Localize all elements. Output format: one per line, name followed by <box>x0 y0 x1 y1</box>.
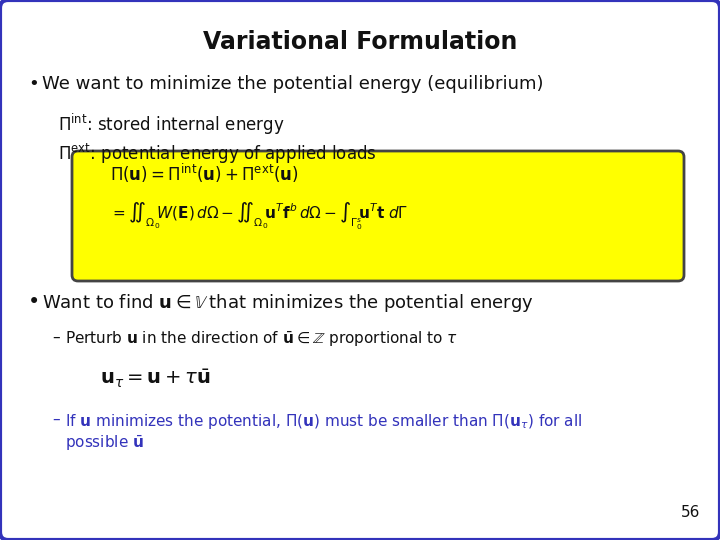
Text: Perturb $\mathbf{u}$ in the direction of $\bar{\mathbf{u}} \in \mathbb{Z}$ propo: Perturb $\mathbf{u}$ in the direction of… <box>65 330 458 349</box>
Text: 56: 56 <box>680 505 700 520</box>
Text: $\Pi(\mathbf{u}) = \Pi^{\mathrm{int}}(\mathbf{u}) + \Pi^{\mathrm{ext}}(\mathbf{u: $\Pi(\mathbf{u}) = \Pi^{\mathrm{int}}(\m… <box>110 162 299 185</box>
Text: –: – <box>52 412 60 427</box>
Text: We want to minimize the potential energy (equilibrium): We want to minimize the potential energy… <box>42 75 544 93</box>
Text: If $\mathbf{u}$ minimizes the potential, $\Pi(\mathbf{u})$ must be smaller than : If $\mathbf{u}$ minimizes the potential,… <box>65 412 582 453</box>
Text: –: – <box>52 330 60 345</box>
Text: $= \iint_{\Omega_0}\!W(\mathbf{E})\,d\Omega - \iint_{\Omega_0}\!\mathbf{u}^T\mat: $= \iint_{\Omega_0}\!W(\mathbf{E})\,d\Om… <box>110 200 408 232</box>
Text: $\mathbf{u}_\tau = \mathbf{u} + \tau\bar{\mathbf{u}}$: $\mathbf{u}_\tau = \mathbf{u} + \tau\bar… <box>100 368 210 390</box>
Text: Want to find $\mathbf{u} \in \mathbb{V}$ that minimizes the potential energy: Want to find $\mathbf{u} \in \mathbb{V}$… <box>42 292 534 314</box>
Text: $\Pi^{\mathrm{ext}}$: potential energy of applied loads: $\Pi^{\mathrm{ext}}$: potential energy o… <box>58 142 377 166</box>
Text: •: • <box>28 292 40 312</box>
Text: $\Pi^{\mathrm{int}}$: stored internal energy: $\Pi^{\mathrm{int}}$: stored internal en… <box>58 112 284 137</box>
Text: Variational Formulation: Variational Formulation <box>203 30 517 54</box>
Text: •: • <box>28 75 39 93</box>
FancyBboxPatch shape <box>72 151 684 281</box>
